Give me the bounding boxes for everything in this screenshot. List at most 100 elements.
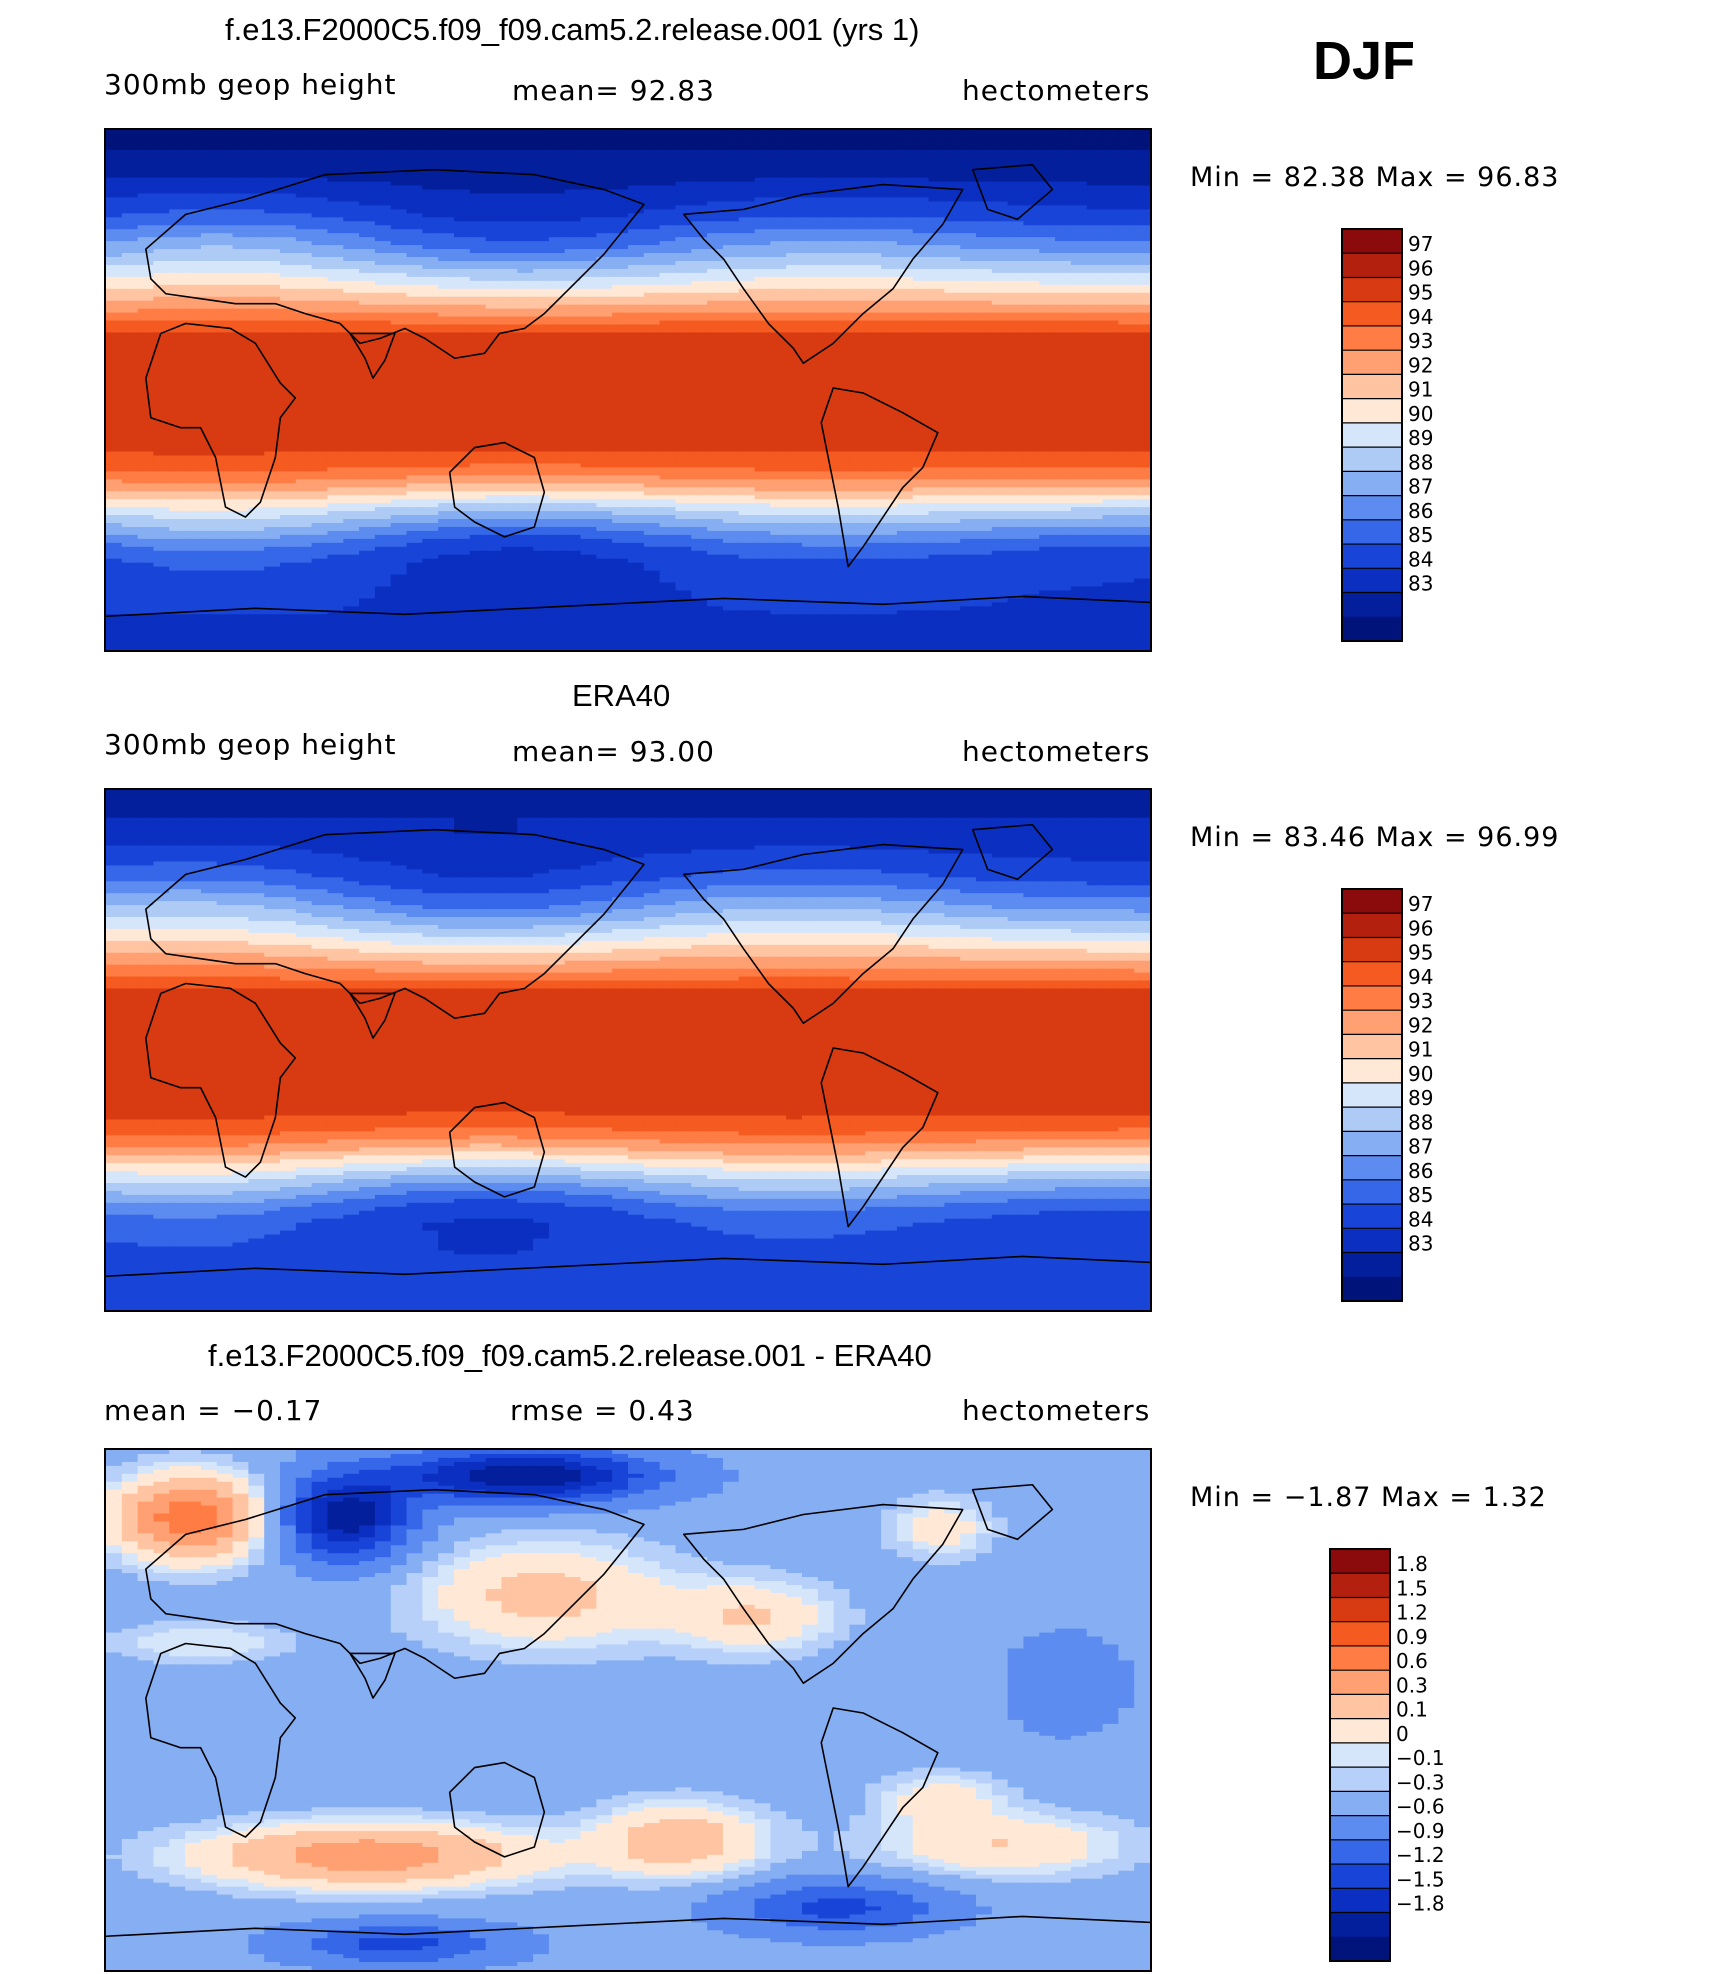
coastline [682, 1503, 964, 1684]
colorbar-box [1342, 616, 1402, 642]
colorbar-label: 90 [1408, 402, 1433, 426]
colorbar-label: 95 [1408, 941, 1433, 965]
coastline [349, 992, 396, 1039]
colorbar-box [1330, 1791, 1390, 1817]
colorbar-box [1342, 961, 1402, 987]
colorbar-box [1342, 447, 1402, 472]
panel3-colorbar-svg: 1.81.51.20.90.60.30.10−0.1−0.3−0.6−0.9−1… [1329, 1548, 1445, 1962]
coastline [145, 1488, 645, 1680]
panel3-units-label: hectometers [962, 1394, 1150, 1427]
colorbar-box [1342, 277, 1402, 303]
colorbar-box [1330, 1694, 1390, 1720]
colorbar-label: 0.9 [1396, 1625, 1428, 1649]
panel2-colorbar: 97 96 95 94 93 92 91 90 89 88 87 86 85 84 83 [1340, 888, 1460, 1303]
colorbar-label: −0.3 [1396, 1770, 1445, 1794]
colorbar-label: 91 [1408, 1038, 1433, 1062]
colorbar-box [1342, 1252, 1402, 1278]
colorbar-label: 93 [1408, 989, 1433, 1013]
colorbar-label: 1.2 [1396, 1601, 1428, 1625]
coastline [145, 1642, 297, 1838]
colorbar-box [1330, 1645, 1390, 1671]
colorbar-box [1330, 1573, 1390, 1598]
panel3-contour-map [106, 1450, 1150, 1970]
panel2-contour-map [106, 790, 1150, 1310]
colorbar-label: 92 [1408, 1013, 1433, 1037]
colorbar-label: −1.8 [1396, 1892, 1445, 1916]
coastline [349, 1652, 396, 1699]
colorbar-label: 94 [1408, 305, 1433, 329]
colorbar-box [1342, 1107, 1402, 1132]
colorbar-box [1342, 1010, 1402, 1035]
colorbar-box [1342, 889, 1402, 914]
colorbar-box [1330, 1839, 1390, 1865]
coastline [145, 322, 297, 518]
colorbar-label: 97 [1408, 232, 1433, 256]
panel2-units-label: hectometers [962, 735, 1150, 768]
colorbar-box [1330, 1815, 1390, 1841]
colorbar-label: 83 [1408, 1232, 1433, 1256]
colorbar-box [1330, 1888, 1390, 1914]
panel1-variable-label: 300mb geop height [104, 68, 396, 101]
colorbar-box [1330, 1912, 1390, 1938]
colorbar-label: 0.1 [1396, 1698, 1428, 1722]
colorbar-box [1342, 495, 1402, 521]
coastline [145, 982, 297, 1178]
colorbar-label: 0.3 [1396, 1673, 1428, 1697]
colorbar-label: 85 [1408, 1183, 1433, 1207]
colorbar-label: 96 [1408, 256, 1433, 280]
colorbar-box [1342, 253, 1402, 278]
colorbar-box [1342, 592, 1402, 618]
colorbar-box [1342, 1058, 1402, 1084]
colorbar-label: 84 [1408, 547, 1433, 571]
panel2-minmax: Min = 83.46 Max = 96.99 [1190, 822, 1559, 853]
colorbar-box [1342, 1228, 1402, 1254]
colorbar-frame [1329, 1548, 1391, 1962]
colorbar-box [1330, 1718, 1390, 1744]
panel2-variable-label: 300mb geop height [104, 728, 396, 761]
coastline [145, 168, 645, 360]
colorbar-label: 0 [1396, 1722, 1409, 1746]
colorbar-box [1342, 985, 1402, 1011]
panel1-title: f.e13.F2000C5.f09_f09.cam5.2.release.001… [225, 12, 919, 48]
colorbar-label: 90 [1408, 1062, 1433, 1086]
coastline [971, 823, 1054, 881]
colorbar-label: 83 [1408, 572, 1433, 596]
panel2-title: ERA40 [572, 678, 670, 714]
colorbar-box [1342, 1276, 1402, 1302]
colorbar-box [1342, 422, 1402, 448]
panel1-contour-map [106, 130, 1150, 650]
colorbar-box [1342, 1131, 1402, 1157]
colorbar-box [1330, 1670, 1390, 1695]
panel3-mean-label: mean = −0.17 [104, 1394, 322, 1427]
colorbar-box [1330, 1549, 1390, 1574]
panel1-minmax: Min = 82.38 Max = 96.83 [1190, 162, 1559, 193]
coastline [820, 387, 939, 568]
colorbar-box [1342, 229, 1402, 254]
colorbar-box [1342, 398, 1402, 424]
panel3-rmse-label: rmse = 0.43 [510, 1394, 695, 1427]
colorbar-label: 88 [1408, 1110, 1433, 1134]
colorbar-frame [1341, 888, 1403, 1302]
coastline [820, 1047, 939, 1228]
colorbar-label: −0.1 [1396, 1746, 1445, 1770]
panel1-mean-label: mean= 92.83 [512, 74, 715, 107]
coastline [448, 441, 546, 538]
colorbar-label: −0.9 [1396, 1819, 1445, 1843]
coastline [682, 843, 964, 1024]
colorbar-label: 97 [1408, 892, 1433, 916]
colorbar-box [1342, 1204, 1402, 1229]
coastline [448, 1761, 546, 1858]
colorbar-label: 86 [1408, 1159, 1433, 1183]
colorbar-box [1342, 301, 1402, 327]
colorbar-label: 86 [1408, 499, 1433, 523]
colorbar-box [1330, 1621, 1390, 1647]
colorbar-box [1342, 937, 1402, 963]
coastline [106, 1255, 1150, 1278]
colorbar-label: −0.6 [1396, 1795, 1445, 1819]
colorbar-label: 89 [1408, 1086, 1433, 1110]
colorbar-box [1342, 1155, 1402, 1181]
colorbar-label: 1.5 [1396, 1576, 1428, 1600]
panel1-units-label: hectometers [962, 74, 1150, 107]
